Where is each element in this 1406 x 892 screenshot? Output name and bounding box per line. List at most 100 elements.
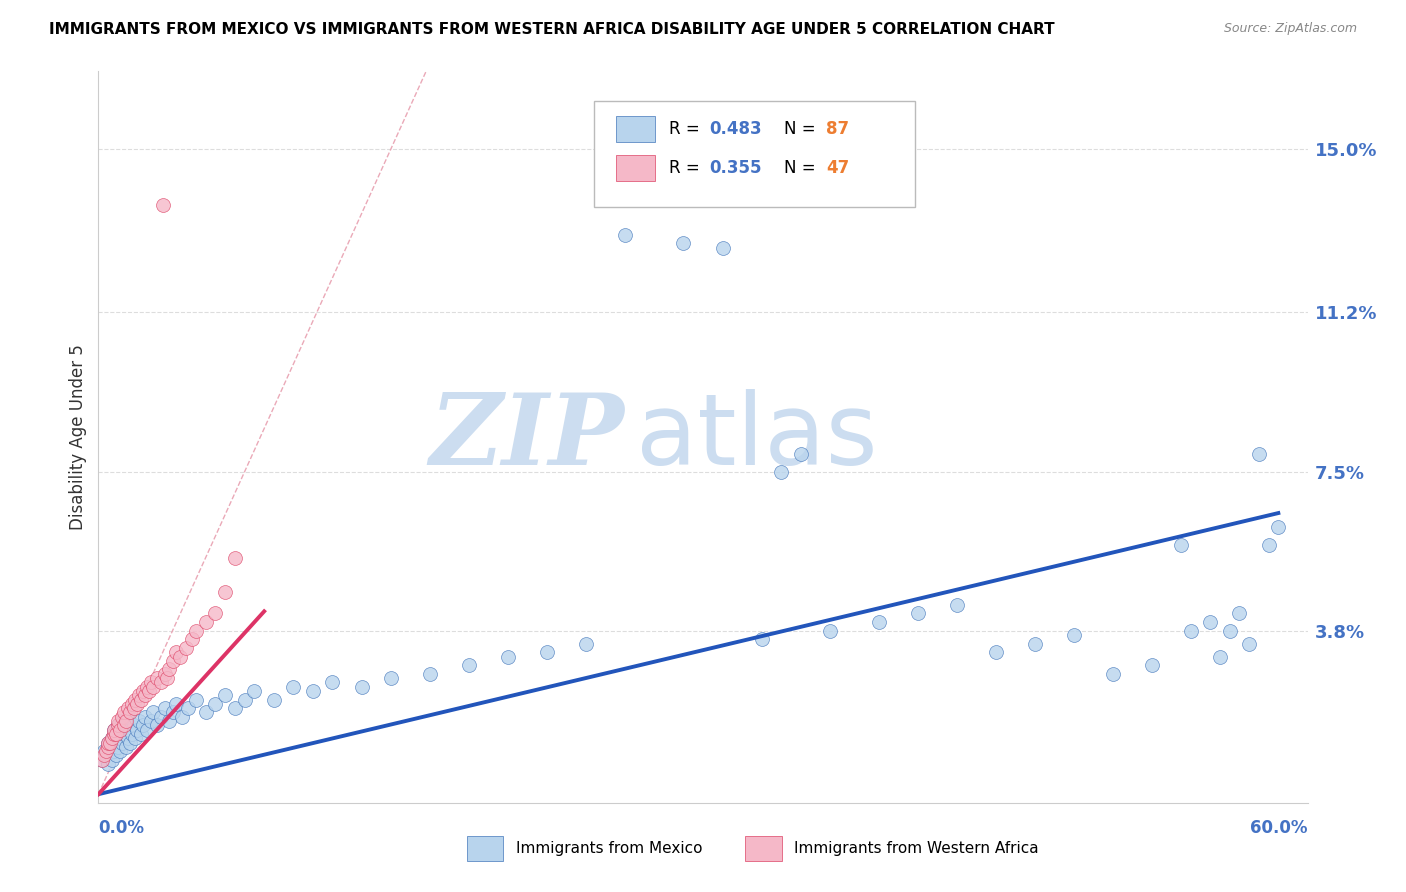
Point (149, 675, 172, 690)
Point (121, 697, 143, 711)
Point (321, 675, 343, 690)
Point (127, 723, 149, 737)
Point (117, 701, 139, 715)
Point (139, 714, 162, 728)
Point (91, 753, 114, 767)
Point (181, 632, 204, 647)
Point (98, 735, 121, 749)
Bar (467, 836, 503, 862)
Point (157, 662, 180, 676)
Point (107, 718, 129, 732)
Point (146, 671, 169, 685)
Point (165, 697, 187, 711)
Point (139, 675, 162, 690)
Point (142, 706, 165, 720)
Point (1063, 628, 1085, 642)
Point (146, 718, 169, 732)
Text: N =: N = (785, 159, 821, 177)
Point (751, 632, 773, 647)
Text: IMMIGRANTS FROM MEXICO VS IMMIGRANTS FROM WESTERN AFRICA DISABILITY AGE UNDER 5 : IMMIGRANTS FROM MEXICO VS IMMIGRANTS FRO… (49, 22, 1054, 37)
Point (134, 688, 156, 702)
Point (112, 718, 135, 732)
Point (124, 731, 146, 746)
Point (496, 649, 519, 664)
Point (818, 624, 841, 638)
Point (789, 447, 811, 461)
Point (111, 714, 134, 728)
Point (162, 654, 184, 668)
Point (114, 739, 136, 754)
Point (263, 692, 285, 706)
Point (1209, 649, 1232, 664)
Point (868, 615, 890, 629)
Text: Immigrants from Western Africa: Immigrants from Western Africa (793, 841, 1038, 856)
Point (1257, 538, 1279, 552)
Point (104, 748, 127, 763)
Point (93, 744, 115, 758)
Point (214, 688, 236, 702)
Point (134, 710, 156, 724)
Point (419, 666, 441, 681)
Point (614, 227, 637, 242)
Point (107, 714, 129, 728)
Point (132, 684, 155, 698)
Text: 0.0%: 0.0% (98, 819, 145, 837)
Point (214, 585, 236, 599)
Point (97, 757, 120, 772)
Point (1247, 447, 1270, 461)
Point (350, 680, 373, 694)
Text: 47: 47 (827, 159, 849, 177)
Point (142, 680, 165, 694)
Point (103, 727, 125, 741)
Point (233, 692, 256, 706)
Point (536, 645, 558, 659)
Point (380, 671, 402, 685)
FancyBboxPatch shape (595, 101, 915, 207)
Point (172, 710, 194, 724)
Point (1024, 637, 1046, 651)
Bar (745, 836, 782, 862)
Point (107, 739, 129, 754)
Point (104, 727, 127, 741)
Text: atlas: atlas (637, 389, 879, 485)
Point (127, 697, 149, 711)
Point (224, 550, 246, 565)
Point (1140, 658, 1163, 673)
Point (1101, 666, 1123, 681)
Point (184, 692, 207, 706)
Point (93, 748, 115, 763)
Point (124, 692, 146, 706)
Point (1170, 538, 1192, 552)
Point (118, 706, 141, 720)
Bar (616, 154, 655, 181)
Point (1219, 624, 1241, 638)
Point (153, 701, 176, 715)
Point (108, 723, 131, 737)
Point (118, 723, 141, 737)
Text: ZIP: ZIP (429, 389, 624, 485)
Text: Source: ZipAtlas.com: Source: ZipAtlas.com (1223, 22, 1357, 36)
Point (117, 710, 139, 724)
Point (98, 739, 121, 754)
Point (194, 706, 217, 720)
Point (1199, 615, 1222, 629)
Point (96, 744, 118, 758)
Point (907, 607, 929, 621)
Bar (616, 116, 655, 143)
Point (112, 727, 135, 741)
Point (103, 744, 125, 758)
Point (114, 718, 136, 732)
Text: R =: R = (669, 159, 706, 177)
Text: Immigrants from Mexico: Immigrants from Mexico (516, 841, 702, 856)
Point (1237, 637, 1260, 651)
Point (117, 731, 139, 746)
Point (121, 727, 143, 741)
Point (138, 684, 160, 698)
Point (224, 701, 246, 715)
Point (157, 714, 180, 728)
Point (131, 692, 153, 706)
Point (194, 615, 217, 629)
Point (128, 688, 150, 702)
Point (132, 718, 155, 732)
Point (101, 731, 124, 746)
